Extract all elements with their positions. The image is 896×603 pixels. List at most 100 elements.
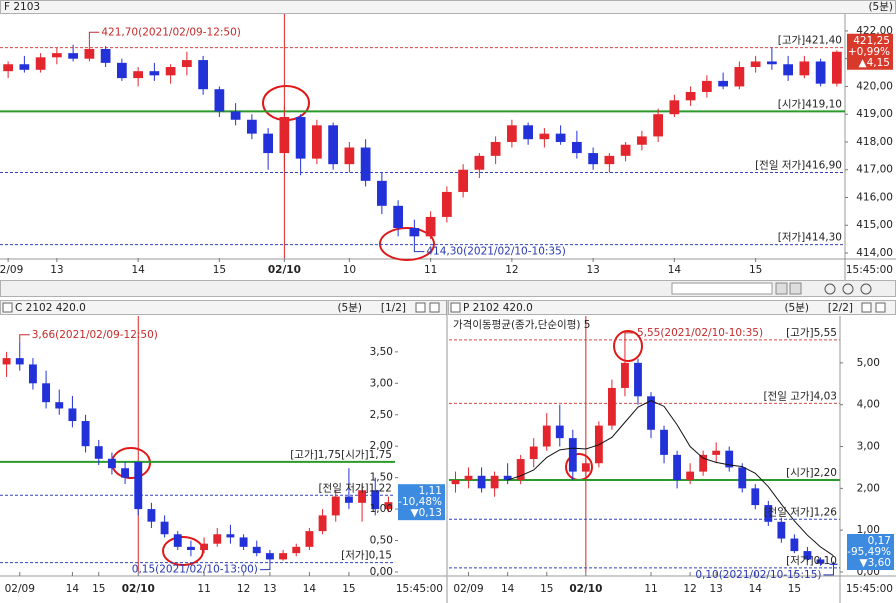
checkbox[interactable] [450,302,461,313]
candle-body [474,155,485,170]
y-tick-label: 1,00 [370,503,393,515]
candle-body [226,534,235,538]
zoom-button[interactable] [824,283,836,295]
candle-body [647,396,655,430]
candle-body [81,421,90,447]
y-tick-label: 2,00 [857,482,880,494]
x-tick-label: 11 [424,264,437,276]
reference-label: [저가]414,30 [778,232,842,244]
candle-body [52,53,62,58]
y-tick-label: 3,50 [370,346,393,358]
window-button[interactable] [415,302,426,313]
change-pct: -95,49% [847,546,891,558]
last-price-box [847,534,894,570]
last-price: 1,11 [419,485,442,497]
candle-body [28,364,37,384]
candle-body [165,67,176,76]
x-tick-label: 13 [50,264,63,276]
x-tick-label: 15 [213,264,226,276]
candle-body [608,387,616,426]
candle-body [764,505,773,522]
candle-body [783,64,793,76]
candle-body [425,216,436,237]
y-tick-label: 419,00 [856,108,893,120]
annotation-arrow [19,334,30,342]
window-button[interactable] [861,302,872,313]
annotation: 3,66(2021/02/09-12:50) [32,329,158,341]
candle-body [490,141,501,156]
scroll-button[interactable] [789,282,802,295]
candle-body [3,64,13,72]
candle-body [409,228,420,237]
candle-body [35,57,46,70]
candle-body [263,133,273,154]
x-tick-label: 15 [92,583,105,595]
window-button[interactable] [429,302,440,313]
candle-body [712,450,721,455]
candle-body [751,488,760,506]
candle-body [295,116,306,159]
zoom-button[interactable] [860,283,872,295]
y-tick-label: 422,00 [856,25,893,37]
reference-label: [저가]0,10 [786,555,837,567]
x-tick-label: 02/10 [268,264,301,276]
x-tick-label: 11 [644,583,657,595]
candle-body [637,136,647,145]
candle-body [94,446,103,459]
candle-body [107,458,116,469]
time-label: 15:45:00 [396,583,443,595]
y-tick-label: 4,00 [857,399,880,411]
candle-body [377,180,387,206]
reference-label: [고가]421,40 [778,35,842,47]
candle-body [15,358,24,365]
reference-label: [전일 저가]1,26 [763,505,837,518]
scroll-button[interactable] [775,282,788,295]
highlight-circle [613,330,643,362]
candle-body [100,48,111,63]
last-price-box [398,484,445,521]
annotation: 5,55(2021/02/10-10:35) [637,327,763,339]
scroll-track[interactable] [671,282,773,295]
panel-title: P 2102 420.0 [463,302,533,314]
candle-body [507,125,517,142]
x-tick-label: 12 [237,583,250,595]
time-label: 15:45:00 [846,583,893,595]
x-tick-label: 15 [749,264,762,276]
candle-body [2,358,11,365]
candle-body [669,100,680,115]
annotation-arrow [624,332,635,340]
candle-body [305,531,314,547]
candle-body [214,89,225,112]
candle-body [542,425,551,447]
candle-body [312,125,322,159]
candle-body [685,92,696,101]
candle-body [673,454,681,480]
reference-label: [고가]5,55 [786,327,837,339]
candle-body [331,496,340,516]
x-tick-label: 12 [505,264,518,276]
moving-average [507,399,834,557]
candle-body [620,144,631,156]
window-button[interactable] [875,302,886,313]
zoom-button[interactable] [842,283,854,295]
candle-body [134,461,143,510]
candle-body [84,48,95,59]
x-tick-label: 14 [668,264,682,276]
y-tick-label: 2,50 [370,409,393,421]
candle-body [777,521,786,539]
x-tick-label: 02/09 [453,583,483,595]
candle-body [555,425,564,439]
annotation-arrow [88,31,100,40]
x-tick-label: 14 [303,583,317,595]
candle-body [160,521,169,535]
checkbox[interactable] [2,302,13,313]
x-tick-label: 10 [343,264,356,276]
candle-body [42,383,51,403]
candle-body [539,133,550,140]
candle-body [718,80,728,87]
candle-body [117,62,127,79]
y-tick-label: 3,00 [857,441,880,453]
change-pct: +0,99% [848,46,890,58]
candle-body [816,559,825,564]
annotation: 0,15(2021/02/10-13:00) [132,564,258,576]
